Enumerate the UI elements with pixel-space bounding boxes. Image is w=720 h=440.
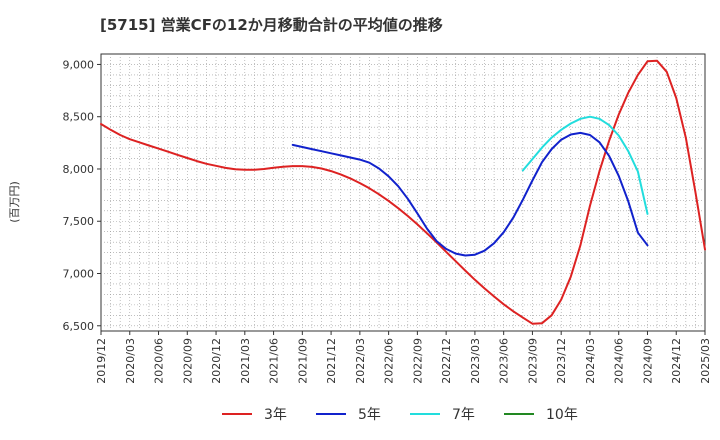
x-tick-label: 2023/12: [555, 338, 568, 384]
y-tick-label: 9,000: [63, 58, 95, 71]
x-tick-label: 2021/12: [325, 338, 338, 384]
y-axis-label: (百万円): [8, 181, 21, 223]
x-tick-label: 2023/09: [526, 338, 539, 384]
x-axis-ticks: 2019/12 2020/03 2020/06 2020/09 2020/12 2021/…: [95, 331, 712, 384]
x-tick-label: 2024/06: [613, 338, 626, 384]
x-tick-label: 2023/06: [498, 338, 511, 384]
x-tick-label: 2022/06: [383, 338, 396, 384]
y-tick-label: 8,000: [63, 163, 95, 176]
y-tick-label: 6,500: [63, 320, 95, 333]
x-tick-label: 2021/06: [268, 338, 281, 384]
x-tick-label: 2025/03: [699, 338, 712, 384]
x-tick-label: 2024/03: [584, 338, 597, 384]
series-line-7年: [521, 115, 649, 215]
legend-label: 3年: [264, 407, 287, 423]
x-tick-label: 2022/12: [440, 338, 453, 384]
series-line-5年: [291, 131, 649, 257]
x-tick-label: 2024/12: [670, 338, 683, 384]
legend-label: 5年: [358, 407, 381, 423]
x-tick-label: 2020/06: [153, 338, 166, 384]
x-tick-label: 2020/03: [124, 338, 137, 384]
y-axis-label-group: (百万円): [8, 181, 21, 223]
legend-label: 7年: [452, 407, 475, 423]
x-tick-label: 2022/09: [411, 338, 424, 384]
x-tick-label: 2020/12: [210, 338, 223, 384]
y-axis-ticks: 6,500 7,000 7,500 8,000 8,500 9,000: [63, 58, 101, 333]
chart-title: [5715] 営業CFの12か月移動合計の平均値の推移: [100, 16, 443, 34]
x-tick-label: 2021/09: [296, 338, 309, 384]
x-tick-label: 2023/03: [469, 338, 482, 384]
x-tick-label: 2024/09: [641, 338, 654, 384]
x-tick-label: 2022/03: [354, 338, 367, 384]
legend-label: 10年: [546, 407, 578, 423]
series-layer: [100, 59, 706, 325]
legend: 3年 5年 7年 10年: [222, 407, 578, 423]
grid-layer: [101, 54, 705, 331]
y-tick-label: 7,500: [63, 215, 95, 228]
series-line-3年: [100, 59, 706, 325]
x-tick-label: 2021/03: [239, 338, 252, 384]
x-tick-label: 2019/12: [95, 338, 108, 384]
y-tick-label: 8,500: [63, 111, 95, 124]
y-tick-label: 7,000: [63, 268, 95, 281]
x-tick-label: 2020/09: [181, 338, 194, 384]
